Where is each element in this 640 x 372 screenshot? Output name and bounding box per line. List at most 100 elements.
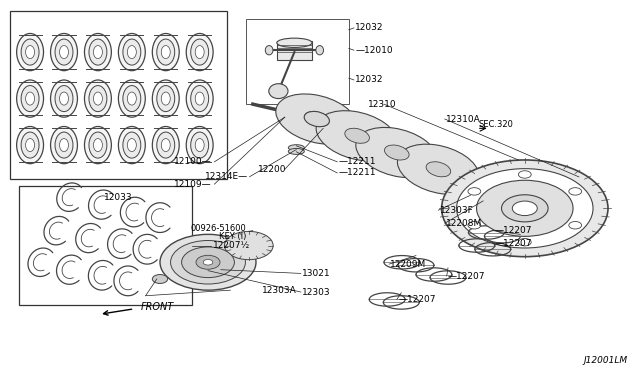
Ellipse shape: [118, 80, 145, 117]
Ellipse shape: [21, 86, 39, 112]
Ellipse shape: [60, 139, 68, 152]
Circle shape: [196, 255, 220, 269]
Ellipse shape: [55, 39, 73, 65]
Text: 12200: 12200: [257, 165, 286, 174]
Ellipse shape: [55, 132, 73, 158]
Text: 12209M: 12209M: [390, 260, 427, 269]
Ellipse shape: [316, 111, 398, 161]
Circle shape: [518, 238, 531, 246]
Ellipse shape: [186, 126, 213, 164]
Bar: [19, 186, 192, 305]
Text: 12314E—: 12314E—: [205, 172, 248, 181]
Ellipse shape: [84, 80, 111, 117]
Ellipse shape: [21, 132, 39, 158]
Ellipse shape: [152, 33, 179, 71]
Ellipse shape: [51, 33, 77, 71]
Ellipse shape: [89, 132, 107, 158]
Ellipse shape: [426, 162, 451, 177]
Ellipse shape: [127, 92, 136, 105]
Bar: [277, 41, 312, 60]
Ellipse shape: [93, 92, 102, 105]
Circle shape: [468, 187, 481, 195]
Ellipse shape: [266, 46, 273, 55]
Ellipse shape: [305, 112, 329, 126]
Ellipse shape: [17, 80, 44, 117]
Circle shape: [569, 221, 582, 229]
Text: J12001LM: J12001LM: [583, 356, 627, 365]
Ellipse shape: [157, 39, 175, 65]
Text: —12207: —12207: [494, 239, 532, 248]
Ellipse shape: [93, 139, 102, 152]
Ellipse shape: [157, 86, 175, 112]
Circle shape: [442, 160, 608, 257]
Ellipse shape: [118, 33, 145, 71]
Bar: [246, 19, 349, 104]
Ellipse shape: [123, 86, 141, 112]
Circle shape: [456, 169, 593, 248]
Ellipse shape: [316, 46, 324, 55]
Ellipse shape: [161, 92, 170, 105]
Ellipse shape: [21, 39, 39, 65]
Text: —12211: —12211: [339, 169, 376, 177]
Ellipse shape: [17, 33, 44, 71]
Circle shape: [204, 260, 212, 265]
Text: —12207: —12207: [494, 226, 532, 235]
Ellipse shape: [51, 80, 77, 117]
Ellipse shape: [152, 80, 179, 117]
Text: —12207: —12207: [398, 295, 436, 304]
Ellipse shape: [191, 39, 209, 65]
Circle shape: [502, 195, 548, 222]
Ellipse shape: [127, 46, 136, 58]
Circle shape: [182, 247, 234, 278]
Text: 12310A: 12310A: [446, 115, 481, 124]
Ellipse shape: [191, 132, 209, 158]
Text: 13021: 13021: [302, 269, 331, 278]
Ellipse shape: [276, 94, 358, 144]
Text: 12310: 12310: [368, 100, 397, 109]
Circle shape: [569, 188, 582, 195]
Ellipse shape: [60, 92, 68, 105]
Ellipse shape: [186, 80, 213, 117]
Ellipse shape: [304, 111, 330, 127]
Text: FRONT: FRONT: [141, 302, 174, 312]
Circle shape: [468, 221, 481, 229]
Ellipse shape: [161, 46, 170, 58]
Ellipse shape: [17, 126, 44, 164]
Ellipse shape: [55, 86, 73, 112]
Text: 12208M: 12208M: [446, 219, 483, 228]
Text: 12303: 12303: [302, 288, 331, 296]
Ellipse shape: [84, 33, 111, 71]
Ellipse shape: [26, 92, 35, 105]
Text: 12032: 12032: [355, 23, 384, 32]
Text: 12303A: 12303A: [262, 286, 297, 295]
Circle shape: [225, 231, 273, 260]
Ellipse shape: [89, 39, 107, 65]
Ellipse shape: [26, 46, 35, 58]
Text: —12010: —12010: [355, 46, 393, 55]
Ellipse shape: [186, 33, 213, 71]
Circle shape: [170, 241, 246, 284]
Ellipse shape: [195, 92, 204, 105]
Ellipse shape: [269, 84, 288, 99]
Ellipse shape: [123, 39, 141, 65]
Bar: [10, 11, 227, 179]
Text: —12207: —12207: [448, 272, 486, 280]
Ellipse shape: [191, 86, 209, 112]
Text: SEC.320: SEC.320: [479, 120, 513, 129]
Ellipse shape: [152, 126, 179, 164]
Text: —12211: —12211: [339, 157, 376, 166]
Text: 12032: 12032: [355, 76, 384, 84]
Ellipse shape: [127, 139, 136, 152]
Ellipse shape: [118, 126, 145, 164]
Ellipse shape: [288, 148, 305, 154]
Ellipse shape: [288, 145, 305, 151]
Ellipse shape: [157, 132, 175, 158]
Ellipse shape: [195, 46, 204, 58]
Ellipse shape: [93, 46, 102, 58]
Ellipse shape: [84, 126, 111, 164]
Text: 00926-51600: 00926-51600: [191, 224, 246, 233]
Text: 12033: 12033: [104, 193, 132, 202]
Text: 12207½: 12207½: [213, 241, 250, 250]
Circle shape: [160, 234, 256, 290]
Ellipse shape: [345, 128, 369, 143]
